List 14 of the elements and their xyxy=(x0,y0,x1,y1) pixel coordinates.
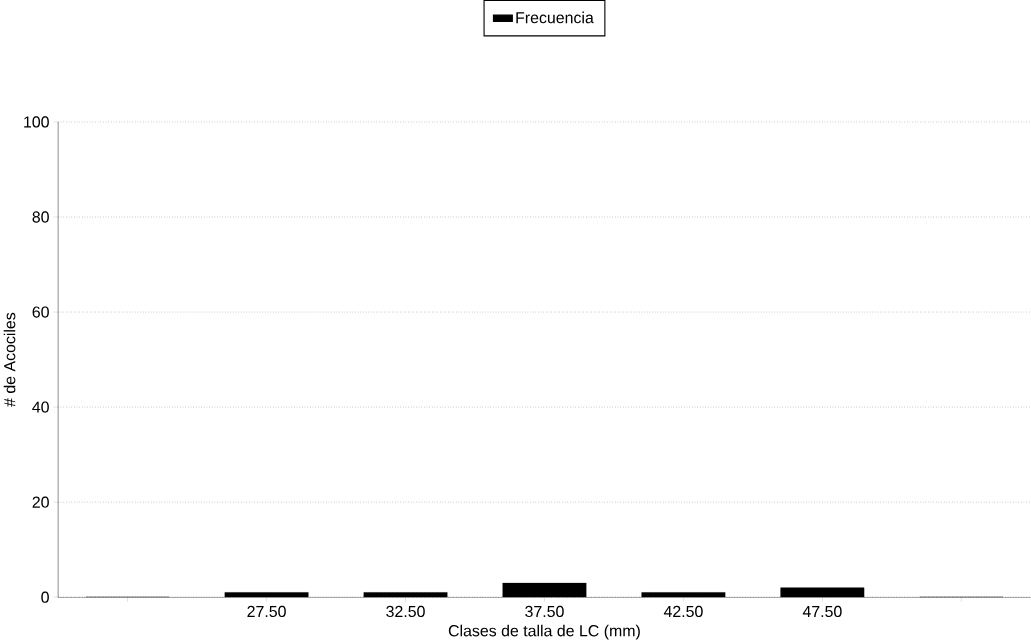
y-tick-label: 20 xyxy=(32,496,49,508)
legend-label: Frecuencia xyxy=(516,11,594,24)
x-tick-label: 47.50 xyxy=(802,605,842,618)
x-tick-label: 32.50 xyxy=(386,605,425,618)
x-tick-label: 37.50 xyxy=(525,605,564,618)
y-tick-label: 100 xyxy=(24,116,49,128)
x-axis-title: Clases de talla de LC (mm) xyxy=(448,624,640,640)
x-tick-label: 42.50 xyxy=(663,605,703,618)
x-tick-label: 27.50 xyxy=(247,605,286,618)
y-tick-label: 80 xyxy=(32,211,49,223)
y-tick-label: 60 xyxy=(32,306,49,318)
y-tick-label: 40 xyxy=(32,401,49,413)
y-tick-label: 0 xyxy=(41,591,49,603)
y-axis-title: # de Acociles xyxy=(3,312,16,407)
